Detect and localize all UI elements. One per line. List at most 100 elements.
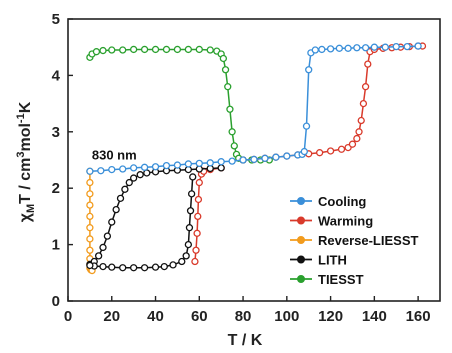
legend-label: Cooling xyxy=(318,194,366,209)
y-label-sub: M xyxy=(25,204,37,213)
data-point xyxy=(92,48,101,56)
data-point xyxy=(140,264,149,272)
series-warming xyxy=(239,42,427,164)
legend-marker xyxy=(297,216,305,225)
series-lith xyxy=(86,164,225,272)
data-point xyxy=(129,174,138,182)
data-point xyxy=(173,45,182,54)
data-point xyxy=(357,116,365,125)
data-point xyxy=(119,264,127,272)
data-point xyxy=(344,44,352,52)
data-point xyxy=(272,153,280,161)
data-point xyxy=(86,190,94,198)
legend-label: TIESST xyxy=(318,272,364,287)
x-tick-label: 140 xyxy=(362,308,387,325)
x-tick-label: 160 xyxy=(406,308,431,325)
data-point xyxy=(219,54,228,63)
tick-labels: 0 20 40 60 80 100 120 140 160 0 1 2 3 4 5 xyxy=(52,11,431,325)
data-point xyxy=(361,83,370,91)
data-point xyxy=(414,42,422,50)
data-point xyxy=(184,160,193,168)
data-point xyxy=(108,218,116,226)
y-label-mol: mol xyxy=(17,123,34,151)
data-point xyxy=(353,134,361,143)
series-reverse-liesst xyxy=(86,167,96,275)
data-point xyxy=(206,159,214,167)
data-point xyxy=(185,224,194,232)
data-point xyxy=(335,44,343,52)
data-point xyxy=(311,46,319,54)
data-point xyxy=(86,235,94,243)
series-line xyxy=(89,48,270,161)
y-tick-label: 0 xyxy=(52,293,60,310)
data-point xyxy=(226,105,234,113)
y-tick-label: 2 xyxy=(52,180,60,197)
data-point xyxy=(86,246,94,254)
data-point xyxy=(86,224,94,232)
data-point xyxy=(140,45,149,54)
data-point xyxy=(160,262,168,271)
data-point xyxy=(151,163,160,171)
x-tick-label: 60 xyxy=(191,308,208,325)
data-point xyxy=(119,46,127,54)
x-tick-label: 40 xyxy=(147,308,164,325)
series-layer xyxy=(86,42,427,275)
data-point xyxy=(86,167,94,175)
data-point xyxy=(261,154,269,162)
legend-label: Warming xyxy=(318,214,373,229)
data-point xyxy=(162,45,171,54)
series-line xyxy=(89,176,194,269)
x-tick-label: 20 xyxy=(103,308,120,325)
legend-item-reverse-liesst: Reverse-LIESST xyxy=(290,233,418,248)
series-warming-low xyxy=(191,164,225,266)
data-point xyxy=(116,194,125,203)
data-point xyxy=(108,165,116,174)
legend-item-lith: LITH xyxy=(290,253,347,268)
data-point xyxy=(315,149,324,157)
data-point xyxy=(151,263,160,271)
data-point xyxy=(140,163,149,171)
annotation-830nm: 830 nm xyxy=(92,147,137,162)
data-point xyxy=(221,66,230,74)
x-tick-label: 120 xyxy=(318,308,343,325)
plot-frame xyxy=(67,18,441,302)
data-point xyxy=(136,171,144,179)
data-point xyxy=(355,128,363,136)
legend-item-tiesst: TIESST xyxy=(290,272,364,287)
y-label-mid: T / cm xyxy=(17,158,34,204)
axes-frame xyxy=(67,18,441,302)
data-point xyxy=(195,159,203,168)
data-point xyxy=(86,212,94,221)
data-point xyxy=(184,45,193,54)
data-point xyxy=(129,164,138,172)
legend-item-warming: Warming xyxy=(290,214,373,229)
data-point xyxy=(403,42,411,51)
x-tick-label: 0 xyxy=(64,308,72,325)
data-point xyxy=(228,157,236,165)
data-point xyxy=(193,229,201,237)
legend-label: LITH xyxy=(318,253,347,268)
data-point xyxy=(228,128,236,136)
data-point xyxy=(186,207,195,215)
y-label-sup1: 3 xyxy=(15,152,27,158)
data-point xyxy=(129,45,138,54)
data-point xyxy=(250,155,258,164)
y-axis-label: χMT / cm3mol-1K xyxy=(15,101,37,222)
data-point xyxy=(283,152,291,160)
x-axis-label: T / K xyxy=(228,332,263,349)
data-point xyxy=(86,261,94,270)
y-label-end: K xyxy=(17,101,34,113)
data-point xyxy=(86,178,94,187)
data-point xyxy=(224,83,232,91)
data-point xyxy=(326,45,335,53)
legend-item-cooling: Cooling xyxy=(290,194,366,209)
data-point xyxy=(189,173,197,181)
data-point xyxy=(169,261,177,269)
data-point xyxy=(195,178,203,187)
series-line xyxy=(243,45,423,161)
data-point xyxy=(392,42,400,51)
legend-marker xyxy=(297,255,305,264)
data-point xyxy=(187,190,196,198)
y-tick-label: 1 xyxy=(52,237,60,254)
